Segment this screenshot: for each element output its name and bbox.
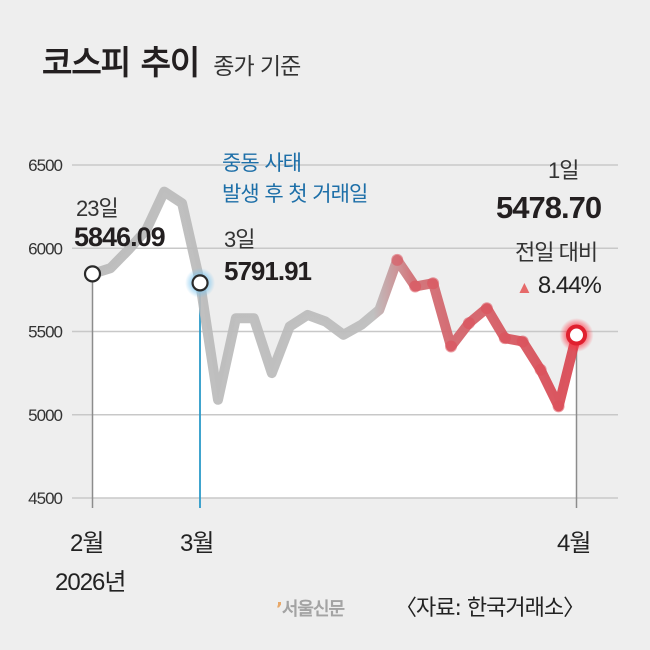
publisher-logo: ’서울신문 bbox=[276, 595, 345, 621]
start-date-label: 23일 bbox=[76, 196, 119, 221]
change-caption: 전일 대비 bbox=[515, 240, 598, 265]
brand-mark-icon: ’ bbox=[276, 599, 283, 620]
svg-text:5500: 5500 bbox=[28, 323, 62, 342]
chart-title: 코스피 추이 bbox=[42, 43, 200, 82]
source-note: 〈자료: 한국거래소〉 bbox=[395, 596, 585, 621]
x-label-apr: 4월 bbox=[557, 530, 591, 557]
plot-area-fill bbox=[92, 191, 577, 498]
change-value: ▲ 8.44% bbox=[516, 272, 602, 300]
publisher-name: 서울신문 bbox=[281, 599, 345, 620]
svg-text:6000: 6000 bbox=[28, 239, 62, 258]
event-line-2: 발생 후 첫 거래일 bbox=[222, 182, 368, 206]
svg-text:5000: 5000 bbox=[28, 406, 62, 425]
end-date-label: 1일 bbox=[548, 158, 580, 183]
x-label-feb: 2월 bbox=[70, 530, 104, 557]
gridlines bbox=[72, 164, 618, 499]
y-axis-ticks: 4500 5000 5500 6000 6500 bbox=[28, 156, 63, 508]
point-markers bbox=[83, 265, 594, 353]
change-percent: 8.44% bbox=[537, 272, 602, 299]
triangle-up-icon: ▲ bbox=[516, 278, 533, 297]
x-label-mar: 3월 bbox=[180, 530, 214, 557]
chart-header: 코스피 추이 종가 기준 bbox=[42, 36, 301, 84]
chart-subtitle: 종가 기준 bbox=[213, 54, 301, 80]
x-label-year: 2026년 bbox=[55, 569, 126, 596]
svg-text:4500: 4500 bbox=[28, 489, 62, 508]
event-value-label: 5791.91 bbox=[224, 256, 312, 286]
end-value-label: 5478.70 bbox=[496, 190, 602, 225]
start-value-label: 5846.09 bbox=[74, 222, 166, 252]
event-line-1: 중동 사태 bbox=[222, 151, 302, 175]
event-date-label: 3일 bbox=[224, 227, 256, 252]
event-annotation: 중동 사태 발생 후 첫 거래일 bbox=[222, 148, 368, 210]
kospi-line-series bbox=[87, 186, 582, 413]
svg-text:6500: 6500 bbox=[28, 156, 62, 175]
